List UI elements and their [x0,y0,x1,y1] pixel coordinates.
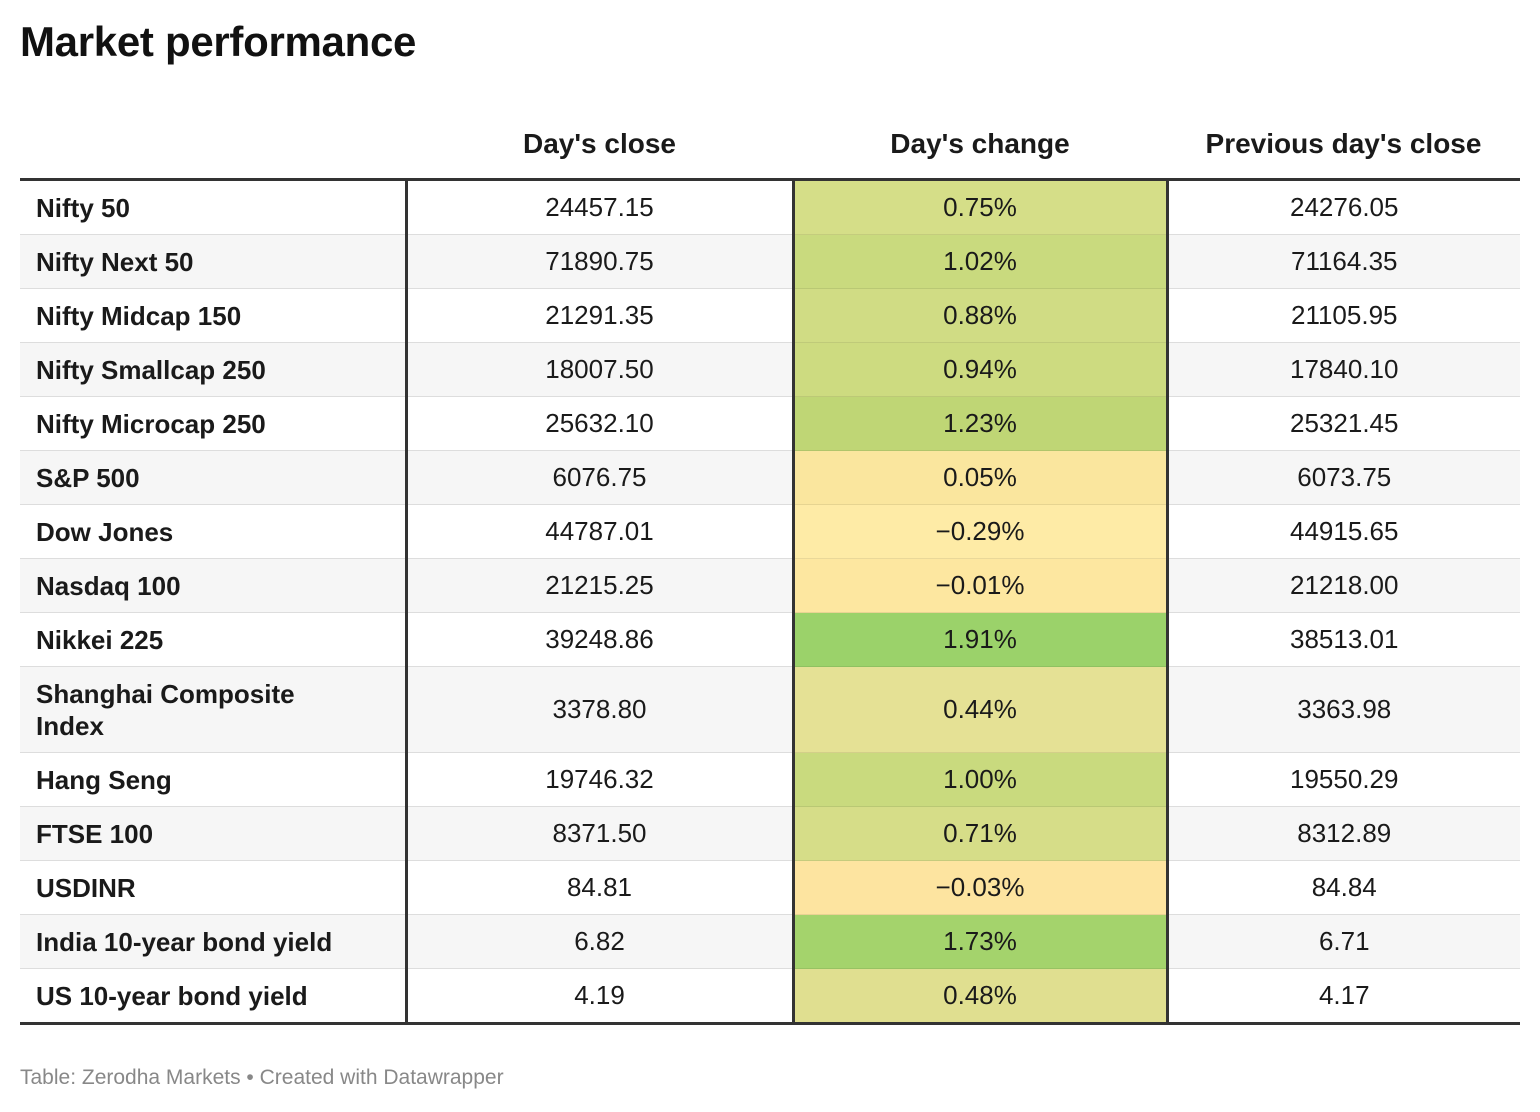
row-name-cell: India 10-year bond yield [20,914,408,969]
days-change-cell: 1.23% [793,396,1169,451]
row-name-cell: Nikkei 225 [20,612,408,667]
days-close-cell: 19746.32 [406,752,795,807]
days-close-cell: 44787.01 [406,504,795,559]
previous-close-cell: 6.71 [1167,914,1520,969]
days-close-cell: 71890.75 [406,234,795,289]
days-change-cell: −0.03% [793,860,1169,915]
previous-close-cell: 25321.45 [1167,396,1520,451]
previous-close-cell: 6073.75 [1167,450,1520,505]
days-close-cell: 21215.25 [406,558,795,613]
row-name-cell: Dow Jones [20,504,408,559]
days-close-cell: 8371.50 [406,806,795,861]
previous-close-cell: 21218.00 [1167,558,1520,613]
page-title: Market performance [20,18,417,65]
table-row: Shanghai Composite Index 3378.80 0.44% 3363… [20,666,1520,753]
days-change-cell: 0.75% [793,179,1169,235]
column-header-days-change: Day's change [793,110,1167,181]
previous-close-cell: 21105.95 [1167,288,1520,343]
table-row: S&P 500 6076.75 0.05% 6073.75 [20,450,1520,505]
row-name-cell: Nifty Microcap 250 [20,396,408,451]
row-name-cell: Shanghai Composite Index [20,666,408,753]
previous-close-cell: 19550.29 [1167,752,1520,807]
previous-close-cell: 4.17 [1167,968,1520,1025]
days-change-cell: −0.29% [793,504,1169,559]
days-close-cell: 18007.50 [406,342,795,397]
table-row: Nifty Smallcap 250 18007.50 0.94% 17840.10 [20,342,1520,397]
table-row: India 10-year bond yield 6.82 1.73% 6.71 [20,914,1520,969]
days-change-cell: 1.00% [793,752,1169,807]
previous-close-cell: 38513.01 [1167,612,1520,667]
row-name-cell: USDINR [20,860,408,915]
days-close-cell: 39248.86 [406,612,795,667]
previous-close-cell: 84.84 [1167,860,1520,915]
previous-close-cell: 17840.10 [1167,342,1520,397]
source-footer: Table: Zerodha Markets • Created with Da… [20,1066,504,1089]
table-row: Hang Seng 19746.32 1.00% 19550.29 [20,752,1520,807]
previous-close-cell: 44915.65 [1167,504,1520,559]
days-change-cell: 1.91% [793,612,1169,667]
table-body: Nifty 50 24457.15 0.75% 24276.05 Nifty Next … [20,179,1520,1025]
days-close-cell: 84.81 [406,860,795,915]
row-name-cell: Nifty Next 50 [20,234,408,289]
table-row: US 10-year bond yield 4.19 0.48% 4.17 [20,968,1520,1025]
days-change-cell: 1.02% [793,234,1169,289]
days-change-cell: −0.01% [793,558,1169,613]
table-row: Nasdaq 100 21215.25 −0.01% 21218.00 [20,558,1520,613]
market-table: Day's close Day's change Previous day's … [20,110,1520,1025]
days-change-cell: 1.73% [793,914,1169,969]
header-row: Day's close Day's change Previous day's … [20,110,1520,181]
days-change-cell: 0.71% [793,806,1169,861]
previous-close-cell: 71164.35 [1167,234,1520,289]
table-row: Nifty Microcap 250 25632.10 1.23% 25321.45 [20,396,1520,451]
table-row: USDINR 84.81 −0.03% 84.84 [20,860,1520,915]
table-row: Nifty Midcap 150 21291.35 0.88% 21105.95 [20,288,1520,343]
days-close-cell: 6.82 [406,914,795,969]
days-change-cell: 0.94% [793,342,1169,397]
previous-close-cell: 3363.98 [1167,666,1520,753]
days-close-cell: 6076.75 [406,450,795,505]
row-name-cell: US 10-year bond yield [20,968,408,1025]
days-change-cell: 0.05% [793,450,1169,505]
row-name-cell: Hang Seng [20,752,408,807]
days-close-cell: 25632.10 [406,396,795,451]
days-change-cell: 0.48% [793,968,1169,1025]
row-name-cell: Nifty 50 [20,179,408,235]
table-row: Nifty 50 24457.15 0.75% 24276.05 [20,179,1520,235]
row-name-cell: S&P 500 [20,450,408,505]
market-table-container: Day's close Day's change Previous day's … [20,110,1520,1025]
previous-close-cell: 8312.89 [1167,806,1520,861]
days-change-cell: 0.88% [793,288,1169,343]
row-name-cell: Nasdaq 100 [20,558,408,613]
days-change-cell: 0.44% [793,666,1169,753]
table-row: Nikkei 225 39248.86 1.91% 38513.01 [20,612,1520,667]
table-row: Nifty Next 50 71890.75 1.02% 71164.35 [20,234,1520,289]
table-row: Dow Jones 44787.01 −0.29% 44915.65 [20,504,1520,559]
row-name-cell: FTSE 100 [20,806,408,861]
row-name-cell: Nifty Smallcap 250 [20,342,408,397]
days-close-cell: 4.19 [406,968,795,1025]
days-close-cell: 24457.15 [406,179,795,235]
days-close-cell: 3378.80 [406,666,795,753]
row-name-cell: Nifty Midcap 150 [20,288,408,343]
days-close-cell: 21291.35 [406,288,795,343]
previous-close-cell: 24276.05 [1167,179,1520,235]
table-header: Day's close Day's change Previous day's … [20,110,1520,181]
table-row: FTSE 100 8371.50 0.71% 8312.89 [20,806,1520,861]
column-header-days-close: Day's close [406,110,793,181]
column-header-name [20,110,406,181]
column-header-previous-close: Previous day's close [1167,110,1520,181]
